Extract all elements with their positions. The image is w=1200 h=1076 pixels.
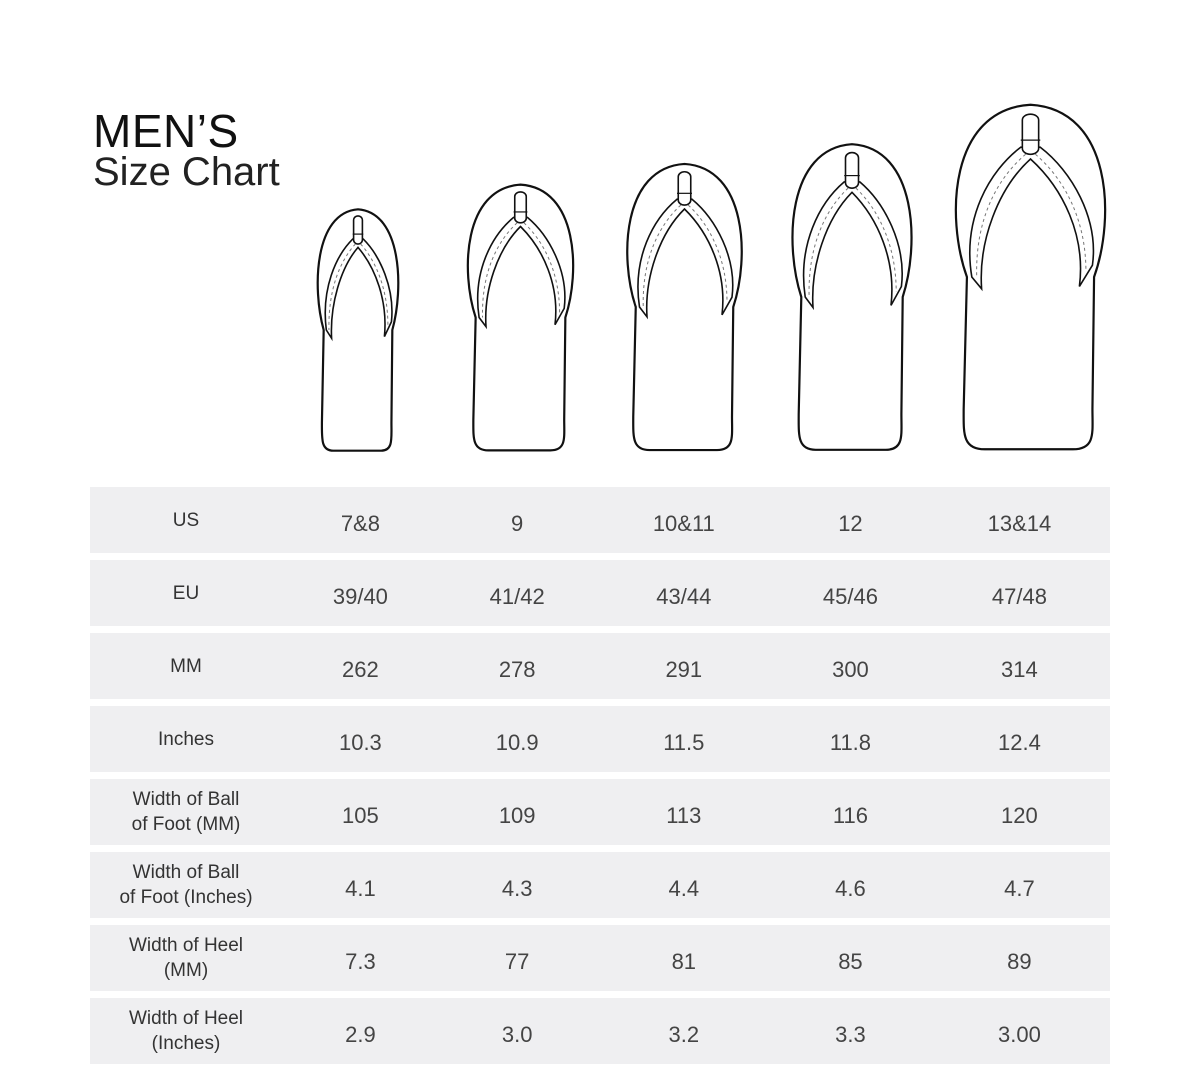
flipflop-illustration-size-7-8 — [316, 208, 400, 452]
table-cell: 116 — [772, 779, 929, 845]
table-cell: 13&14 — [928, 487, 1110, 553]
size-table: US 7&8 9 10&11 12 13&14 EU 39/40 41/42 43/44 45/46… — [90, 480, 1110, 1071]
table-cell: 278 — [438, 633, 596, 699]
table-cell: 4.3 — [438, 852, 596, 918]
table-cell: 9 — [438, 487, 596, 553]
table-cell: 81 — [595, 925, 773, 991]
table-cell: 11.8 — [772, 706, 929, 772]
row-label: EU — [90, 560, 282, 626]
flipflop-illustration-size-12 — [791, 142, 913, 452]
flipflop-illustration-size-13-14 — [954, 102, 1107, 452]
table-row: Width of Heel (MM) 7.3 77 81 85 89 — [90, 925, 1110, 991]
row-label: Width of Heel (MM) — [90, 925, 282, 991]
flipflop-illustration-size-10-11 — [625, 162, 744, 452]
table-cell: 39/40 — [282, 560, 439, 626]
table-cell: 77 — [438, 925, 596, 991]
table-cell: 10.3 — [282, 706, 439, 772]
table-cell: 10.9 — [438, 706, 596, 772]
table-cell: 4.7 — [928, 852, 1110, 918]
table-cell: 300 — [772, 633, 929, 699]
table-cell: 3.00 — [928, 998, 1110, 1064]
table-cell: 120 — [928, 779, 1110, 845]
table-cell: 89 — [928, 925, 1110, 991]
table-cell: 41/42 — [438, 560, 596, 626]
page-title: MEN’S — [93, 105, 239, 157]
table-cell: 85 — [772, 925, 929, 991]
row-label: US — [90, 487, 282, 553]
table-cell: 3.2 — [595, 998, 773, 1064]
row-label: MM — [90, 633, 282, 699]
table-cell: 12 — [772, 487, 929, 553]
table-cell: 262 — [282, 633, 439, 699]
table-cell: 109 — [438, 779, 596, 845]
table-row: Width of Ball of Foot (Inches) 4.1 4.3 4.4 4.… — [90, 852, 1110, 918]
table-row: EU 39/40 41/42 43/44 45/46 47/48 — [90, 560, 1110, 626]
page-subtitle: Size Chart — [93, 150, 280, 194]
table-cell: 2.9 — [282, 998, 439, 1064]
table-cell: 7&8 — [282, 487, 439, 553]
table-cell: 3.3 — [772, 998, 929, 1064]
row-label: Inches — [90, 706, 282, 772]
table-row: Width of Ball of Foot (MM) 105 109 113 116 120 — [90, 779, 1110, 845]
table-row: Width of Heel (Inches) 2.9 3.0 3.2 3.3 3.00 — [90, 998, 1110, 1064]
table-row: US 7&8 9 10&11 12 13&14 — [90, 487, 1110, 553]
table-cell: 7.3 — [282, 925, 439, 991]
table-cell: 3.0 — [438, 998, 596, 1064]
table-cell: 4.4 — [595, 852, 773, 918]
table-cell: 105 — [282, 779, 439, 845]
row-label: Width of Ball of Foot (MM) — [90, 779, 282, 845]
table-cell: 4.6 — [772, 852, 929, 918]
flipflop-illustration-size-9 — [466, 183, 575, 452]
row-label: Width of Ball of Foot (Inches) — [90, 852, 282, 918]
table-cell: 4.1 — [282, 852, 439, 918]
table-row: MM 262 278 291 300 314 — [90, 633, 1110, 699]
table-row: Inches 10.3 10.9 11.5 11.8 12.4 — [90, 706, 1110, 772]
table-cell: 291 — [595, 633, 773, 699]
table-cell: 314 — [928, 633, 1110, 699]
table-cell: 45/46 — [772, 560, 929, 626]
row-label: Width of Heel (Inches) — [90, 998, 282, 1064]
table-cell: 47/48 — [928, 560, 1110, 626]
table-cell: 43/44 — [595, 560, 773, 626]
table-cell: 113 — [595, 779, 773, 845]
table-cell: 11.5 — [595, 706, 773, 772]
table-cell: 10&11 — [595, 487, 773, 553]
table-cell: 12.4 — [928, 706, 1110, 772]
